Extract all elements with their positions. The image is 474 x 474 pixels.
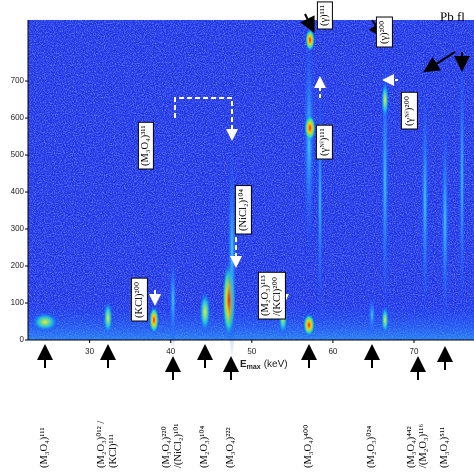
heatmap-image (28, 20, 474, 360)
boxed-label: (NiCl₂)¹⁰⁴ (234, 185, 252, 235)
label-text: (M₃O₄)²²⁰/(NiCl₂)¹⁰¹ (160, 424, 184, 469)
x-label-sub: max (247, 364, 261, 371)
peak-label: (M₃O₄)⁴⁰⁰ (302, 424, 314, 468)
label-text: (γᴺⁱ)¹¹¹ (318, 128, 330, 156)
label-line: (M₂O₃)¹¹³ (260, 275, 271, 316)
x-tick-label: 50 (247, 347, 256, 356)
label-line: (γ)²⁰⁰ (378, 20, 390, 44)
label-line: /(KCl)²⁰⁰ (271, 276, 283, 316)
label-text: (γᴺⁱ)²⁰⁰ (403, 95, 415, 126)
boxed-label: (γᴺⁱ)²⁰⁰ (400, 91, 418, 130)
y-tick-label: 700 (11, 76, 25, 85)
x-tick-label: 60 (328, 347, 337, 356)
label-line: (M₃O₄)⁴⁴² (406, 426, 417, 468)
label-line: /(M₂O₃)¹¹⁶ (418, 424, 429, 468)
label-line: (M₃O₄)³¹¹ (140, 125, 151, 166)
y-tick-label: 400 (11, 187, 25, 196)
label-box (315, 124, 333, 160)
label-text: (M₃O₄)⁴⁴²/(M₂O₃)¹¹⁶ (406, 424, 429, 468)
y-tick-label: 200 (11, 261, 25, 270)
label-line: (M₃O₄)²²² (225, 427, 236, 468)
label-box (316, 1, 333, 30)
label-text: (M₃O₄)⁴⁰⁰ (302, 424, 314, 468)
label-text: (M₃O₄)¹¹¹ (39, 427, 50, 468)
label-line: (M₃O₄)⁵¹¹ (439, 427, 450, 468)
label-box (400, 91, 418, 130)
label-line: (M₂O₃)⁰¹² / (95, 421, 107, 468)
label-box (234, 185, 252, 235)
x-label-main: E (240, 359, 247, 370)
label-text: (M₂O₃)⁰¹² /(KCl)¹¹¹ (95, 421, 119, 468)
x-axis-label: Emax (keV) (240, 359, 288, 371)
y-tick-label: 100 (11, 298, 25, 307)
label-text: (M₃O₄)⁵¹¹ (439, 427, 450, 468)
x-tick-label: 40 (166, 347, 175, 356)
peak-label: (M₃O₄)¹¹¹ (39, 427, 50, 468)
y-tick-label: 0 (20, 335, 25, 344)
boxed-label: (M₂O₃)¹¹³/(KCl)²⁰⁰ (257, 271, 286, 320)
y-tick-label: 600 (11, 113, 25, 122)
boxed-label: (γ)¹¹¹ (316, 1, 333, 30)
label-line: (KCl)²⁰⁰ (133, 281, 145, 318)
label-text: (γ)¹¹¹ (319, 5, 330, 26)
label-text: (M₂O₃)¹⁰⁴ (198, 425, 210, 468)
boxed-label: (M₃O₄)³¹¹ (137, 121, 154, 170)
x-tick-label: 30 (85, 347, 94, 356)
label-text: (M₂O₃)⁰²⁴ (365, 425, 377, 468)
label-line: /(NiCl₂)¹⁰¹ (172, 424, 184, 469)
peak-label: (M₂O₃)⁰²⁴ (365, 425, 377, 468)
label-line: (KCl)¹¹¹ (108, 434, 119, 468)
label-line: (NiCl₂)¹⁰⁴ (237, 189, 249, 231)
annotations: (M₃O₄)¹¹¹ (M₂O₃)⁰¹² /(KCl)¹¹¹ (M₃O₄)²²⁰/(N… (39, 1, 465, 469)
label-text: (M₃O₄)²²² (225, 427, 236, 468)
label-line: (M₂O₃)⁰²⁴ (365, 425, 377, 468)
label-text: (γ)²⁰⁰ (378, 20, 390, 44)
label-box (257, 271, 286, 320)
x-tick-label: 70 (410, 347, 419, 356)
label-text: (KCl)²⁰⁰ (133, 281, 145, 318)
peak-arrows (37, 344, 453, 380)
label-text: (NiCl₂)¹⁰⁴ (237, 189, 249, 231)
corner-label: Pb fl (440, 9, 465, 24)
label-line: (γ)¹¹¹ (319, 5, 330, 26)
label-line: (M₂O₃)¹⁰⁴ (198, 425, 210, 468)
peak-label: (M₃O₄)²²⁰/(NiCl₂)¹⁰¹ (160, 424, 184, 469)
peak-label: (M₂O₃)⁰¹² /(KCl)¹¹¹ (95, 421, 119, 468)
label-line: (γᴺⁱ)¹¹¹ (318, 128, 330, 156)
label-box (137, 121, 154, 170)
label-box (130, 277, 148, 322)
peak-label: (M₃O₄)⁵¹¹ (439, 427, 450, 468)
label-text: (M₂O₃)¹¹³/(KCl)²⁰⁰ (260, 275, 283, 316)
boxed-label: (γ)²⁰⁰ (375, 16, 393, 48)
y-tick-label: 500 (11, 150, 25, 159)
label-line: (M₃O₄)²²⁰ (160, 425, 172, 468)
label-text: (M₃O₄)³¹¹ (140, 125, 151, 166)
peak-label: (M₂O₃)¹⁰⁴ (198, 425, 210, 468)
label-line: (γᴺⁱ)²⁰⁰ (403, 95, 415, 126)
boxed-label: (KCl)²⁰⁰ (130, 277, 148, 322)
label-box (375, 16, 393, 48)
label-line: (M₃O₄)⁴⁰⁰ (302, 424, 314, 468)
boxed-label: (γᴺⁱ)¹¹¹ (315, 124, 333, 160)
peak-label: (M₃O₄)²²² (225, 427, 236, 468)
x-label-unit: (keV) (264, 359, 288, 370)
y-tick-label: 300 (11, 224, 25, 233)
peak-label: (M₃O₄)⁴⁴²/(M₂O₃)¹¹⁶ (406, 424, 429, 468)
label-line: (M₃O₄)¹¹¹ (39, 427, 50, 468)
